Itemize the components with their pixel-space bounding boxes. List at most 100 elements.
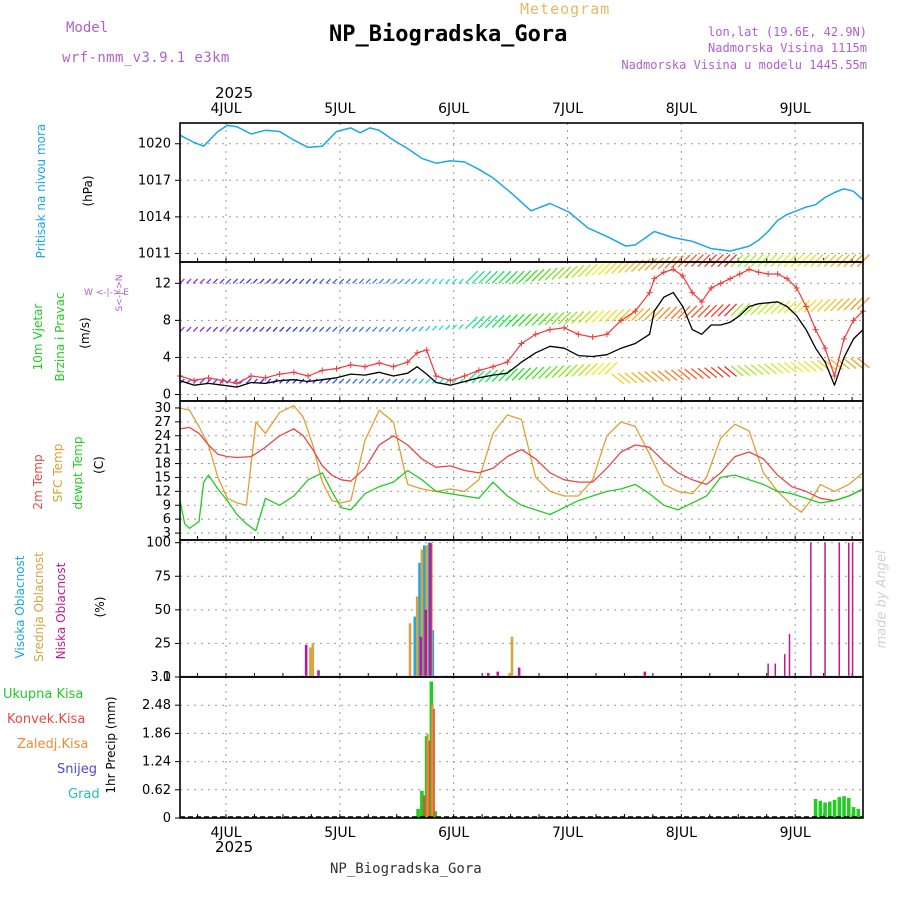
wind-band-upper (577, 264, 591, 278)
wind-band-mid (783, 300, 797, 314)
year-bottom: 2025 (215, 838, 254, 856)
wind-band-low (245, 378, 252, 384)
wind-band-upper (817, 254, 831, 268)
wind-band-low (591, 362, 605, 376)
precip-bar-total (846, 797, 851, 818)
wind-gust-marker (736, 271, 743, 278)
wind-band-low (518, 367, 532, 381)
wind-band-low (757, 363, 771, 375)
wind-gust-marker (423, 347, 430, 354)
wind-band-low (425, 378, 431, 384)
wind-band-mid (471, 315, 485, 329)
wind-band-low (704, 367, 718, 379)
wind-band-upper (571, 264, 585, 278)
wind-band-upper (411, 278, 418, 284)
wind-band-mid (345, 326, 351, 332)
wind-band-mid (657, 306, 671, 320)
wind-band-low (564, 364, 578, 378)
wind-band-upper (325, 278, 331, 284)
wind-ytick-label: 4 (163, 350, 171, 365)
wind-band-mid (292, 326, 298, 332)
wind-gust-marker (390, 363, 397, 370)
wind-band-mid (564, 311, 578, 325)
cloud-bar-high (413, 616, 417, 677)
wind-gust-marker (518, 340, 525, 347)
wind-band-mid (730, 303, 744, 317)
wind-band-mid (524, 313, 538, 327)
wind-band-upper (259, 278, 265, 284)
day-label-bottom: 9JUL (780, 825, 811, 841)
wind-band-low (737, 365, 751, 377)
wind-gust-marker (319, 367, 326, 374)
dewpt-temp-line (179, 469, 864, 532)
wind-band-low (750, 364, 764, 376)
wind-band-upper (843, 254, 857, 268)
temp-ytick-label: 3 (163, 526, 171, 541)
wind-band-mid (259, 326, 265, 332)
wind-band-upper (637, 258, 651, 272)
wind-gust-line (179, 268, 864, 384)
wind-band-mid (411, 326, 418, 332)
cloud-ytick-label: 0 (163, 670, 171, 685)
wind-gust-marker (589, 334, 596, 341)
wind-band-low (624, 372, 638, 384)
wind-gust-marker (689, 289, 696, 296)
wind-band-low (411, 378, 418, 384)
wind-gust-marker (765, 271, 772, 278)
wind-band-upper (750, 254, 764, 268)
wind-band-upper (392, 278, 398, 284)
wind-band-upper (345, 278, 351, 284)
precip-bar-total (832, 799, 837, 818)
wind-band-low (744, 364, 757, 376)
wind-band-low (571, 363, 585, 377)
cloud-bar-mid (508, 672, 511, 677)
wind-band-low (843, 358, 857, 370)
wind-gust-marker (404, 359, 411, 366)
wind-band-upper (352, 278, 358, 284)
wind-band-mid (803, 299, 817, 313)
wind-gust-marker (679, 272, 686, 279)
wind-band-mid (372, 326, 378, 332)
wind-gust-marker (347, 361, 354, 368)
wind-band-low (491, 369, 505, 383)
wind-gust-marker (603, 331, 610, 338)
wind-band-mid (850, 297, 864, 311)
wind-band-upper (252, 278, 258, 284)
wind-gust-marker (205, 374, 212, 381)
wind-band-low (544, 365, 558, 379)
day-label-bottom: 5JUL (324, 825, 355, 841)
wind-band-upper (299, 278, 305, 284)
wind-band-mid (571, 310, 585, 324)
wind-band-mid (226, 326, 232, 332)
temp-ytick-label: 18 (154, 457, 171, 472)
wind-band-upper (458, 278, 464, 284)
model-altitude-text: Nadmorska Visina u modelu 1445.55m (621, 58, 867, 72)
wind-band-mid (272, 326, 278, 332)
wind-band-low (850, 357, 864, 369)
cloud-bar-low (419, 636, 423, 677)
wind-band-upper (484, 270, 499, 284)
wind-band-upper (245, 278, 252, 284)
meteogram-label: Meteogram (520, 0, 611, 18)
wind-band-mid (737, 302, 751, 316)
wind-band-upper (305, 278, 312, 284)
precip-bar-total (818, 800, 823, 818)
wind-band-mid (830, 298, 844, 312)
wind-band-upper (797, 254, 811, 268)
pressure-ytick-label: 1020 (138, 137, 171, 152)
wind-band-upper (226, 278, 232, 284)
wind-ytick-label: 8 (163, 313, 171, 328)
wind-band-upper (790, 254, 804, 268)
cloud-panel: 0 25 50 75 100 (146, 536, 863, 685)
day-label-top: 7JUL (552, 101, 583, 117)
day-label-bottom: 4JUL (210, 825, 241, 841)
wind-band-mid (232, 326, 238, 332)
wind-band-mid (611, 308, 625, 322)
wind-band-mid (491, 314, 505, 328)
wind-band-low (358, 378, 365, 384)
wind-band-mid (498, 314, 512, 328)
wind-band-mid (631, 308, 645, 322)
wind-band-upper (677, 254, 691, 268)
wind-band-low (332, 378, 338, 384)
wind-gust-marker (262, 374, 269, 381)
